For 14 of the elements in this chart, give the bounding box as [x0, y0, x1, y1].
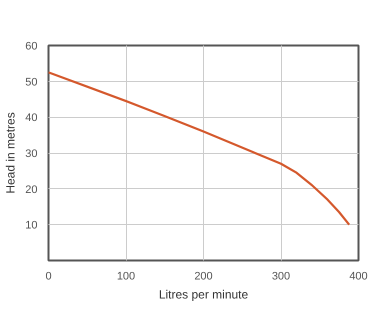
x-tick-label: 200 [194, 270, 213, 282]
y-tick-label: 20 [25, 184, 38, 196]
y-tick-label: 30 [25, 148, 38, 160]
y-tick-label: 40 [25, 112, 38, 124]
y-tick-label: 50 [25, 76, 38, 88]
line-series [48, 71, 350, 226]
y-tick-label: 60 [25, 40, 38, 52]
x-tick-label: 100 [116, 270, 136, 282]
x-tick-label: 400 [349, 270, 368, 282]
x-tick-label: 0 [45, 270, 52, 282]
y-axis-title: Head in metres [3, 112, 18, 194]
x-axis-title: Litres per minute [158, 288, 249, 302]
y-tick-label: 10 [25, 220, 38, 232]
x-tick-label: 300 [272, 270, 290, 282]
